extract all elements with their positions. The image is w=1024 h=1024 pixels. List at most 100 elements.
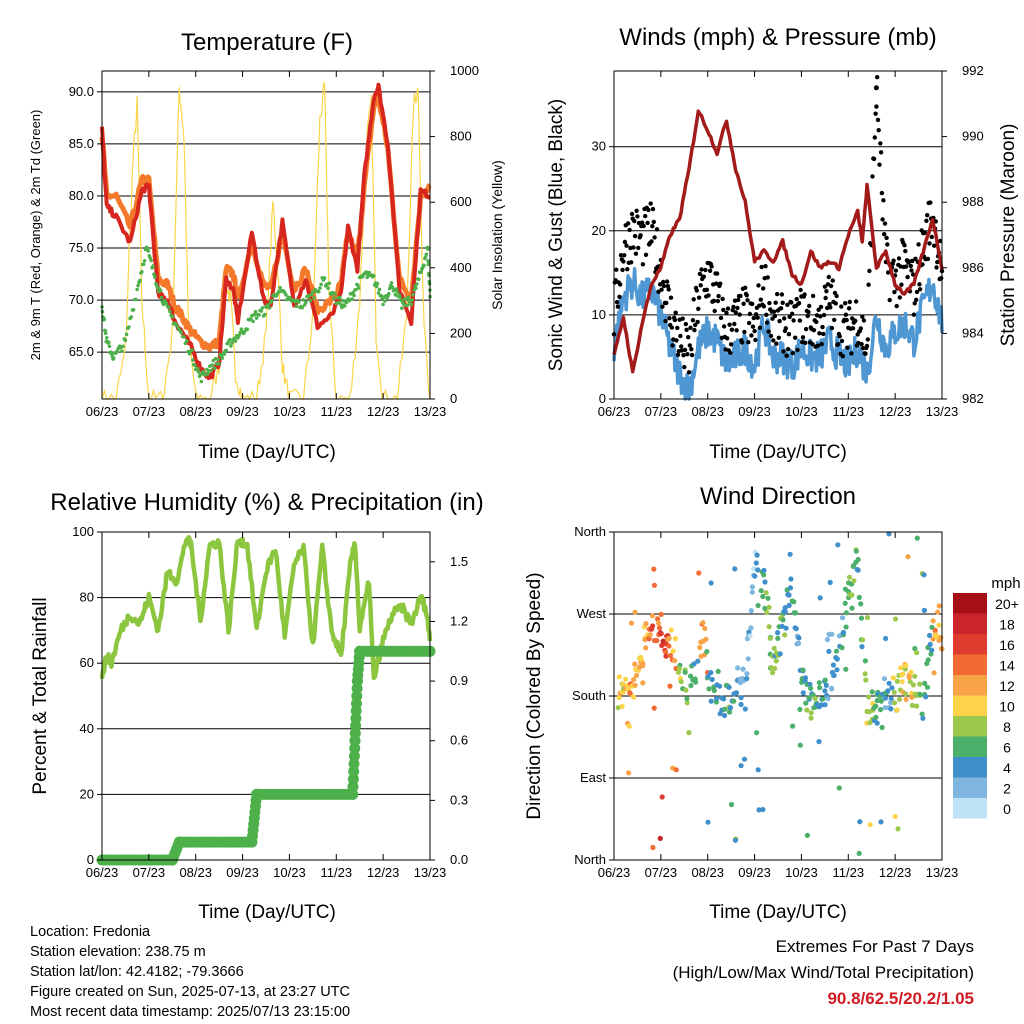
gust-point [864, 343, 870, 349]
gust-point [759, 264, 764, 270]
dewpoint-point [322, 276, 327, 280]
direction-point [797, 706, 803, 713]
dewpoint-point [426, 247, 430, 251]
gust-point [729, 327, 735, 332]
dewpoint-point [399, 298, 403, 302]
direction-point [673, 767, 679, 773]
gust-point [661, 279, 666, 285]
direction-point [914, 535, 920, 541]
direction-point [672, 658, 678, 664]
humidity-ytick-label: 60 [80, 655, 94, 670]
dewpoint-point [333, 292, 337, 296]
dewpoint-point [270, 298, 274, 303]
direction-point [755, 767, 761, 773]
gust-point [649, 239, 654, 244]
temperature-panel: Temperature (F) 65.0 70.0 75.0 80.0 85.0 90.0… [28, 29, 505, 463]
legend-swatch [953, 593, 987, 614]
direction-point [930, 636, 936, 642]
gust-point [659, 287, 664, 292]
direction-point [765, 595, 771, 601]
temperature-xtick-label: 09/23 [226, 404, 259, 419]
gust-point [777, 318, 782, 324]
dewpoint-point [168, 309, 172, 314]
direction-xtick-label: 12/23 [879, 865, 912, 880]
gust-point [614, 300, 620, 305]
direction-point [834, 656, 840, 662]
direction-point [783, 625, 789, 631]
gust-point [902, 243, 907, 248]
legend-swatch [953, 695, 987, 716]
direction-point [692, 676, 698, 682]
solar-ytick-label: 1000 [450, 63, 479, 78]
gust-point [661, 283, 667, 289]
dewpoint-point [190, 348, 194, 353]
solar-insolation-line [101, 81, 431, 402]
pressure-ytick-label: 982 [962, 391, 984, 406]
gust-point [629, 260, 634, 265]
direction-point [825, 696, 831, 702]
gust-point [892, 289, 897, 295]
direction-grid [614, 531, 942, 861]
humidity-ytick-label: 40 [80, 721, 94, 736]
direction-point [733, 690, 740, 696]
gust-point [636, 245, 641, 251]
legend-swatch [953, 757, 987, 778]
direction-point [853, 548, 859, 554]
direction-point [920, 715, 926, 721]
legend-swatch [953, 777, 987, 798]
gust-point [622, 239, 628, 245]
gust-point [839, 338, 845, 344]
gust-point [891, 258, 896, 263]
dewpoint-point [245, 327, 250, 332]
legend-label: 2 [1003, 781, 1011, 797]
speed-legend: 20+ 18 16 14 12 10 8 6 4 2 0 [953, 593, 1019, 819]
dewpoint-point [386, 294, 390, 299]
gust-point [925, 256, 931, 262]
gust-point [712, 308, 717, 314]
gust-point [757, 325, 763, 330]
direction-point [663, 653, 669, 659]
gust-point [693, 322, 698, 328]
direction-point [697, 644, 703, 651]
dewpoint-point [254, 316, 259, 320]
gust-point [872, 135, 877, 140]
direction-point [800, 667, 806, 673]
winds-xtick-label: 12/23 [879, 404, 912, 419]
gust-point [731, 304, 736, 310]
gust-point [724, 310, 729, 316]
direction-point [749, 584, 756, 590]
dewpoint-point [170, 314, 175, 319]
dewpoint-point [185, 339, 189, 343]
direction-point [619, 703, 625, 709]
gust-point [641, 223, 646, 229]
dewpoint-point [134, 297, 138, 302]
direction-ytick-label: East [580, 770, 606, 785]
winds-frame [613, 70, 943, 400]
gust-point [765, 275, 770, 280]
direction-point [820, 696, 826, 702]
direction-panel: Wind Direction NorthEastSouthWestNorth06… [524, 483, 1021, 923]
gust-point [675, 325, 680, 331]
direction-point [900, 671, 906, 677]
direction-point [829, 631, 835, 637]
extremes-heading: Extremes For Past 7 Days [775, 937, 974, 956]
temperature-ytick-label: 80.0 [69, 188, 94, 203]
direction-point [909, 694, 915, 700]
legend-label: 12 [999, 678, 1015, 694]
direction-point [732, 837, 739, 843]
gust-point [781, 349, 786, 354]
gust-point [733, 310, 738, 315]
precip-point [347, 773, 359, 785]
direction-ytick-label: West [577, 606, 607, 621]
direction-point [721, 696, 727, 702]
direction-point [717, 683, 723, 689]
direction-point [666, 643, 672, 649]
gust-point [743, 285, 748, 290]
recent-text: Most recent data timestamp: 2025/07/13 2… [30, 1004, 351, 1020]
direction-point [804, 832, 811, 839]
gust-point [667, 316, 672, 321]
temperature-xtick-label: 10/23 [273, 404, 306, 419]
gust-point [721, 324, 727, 329]
gust-point [711, 298, 717, 303]
direction-point [722, 706, 728, 712]
